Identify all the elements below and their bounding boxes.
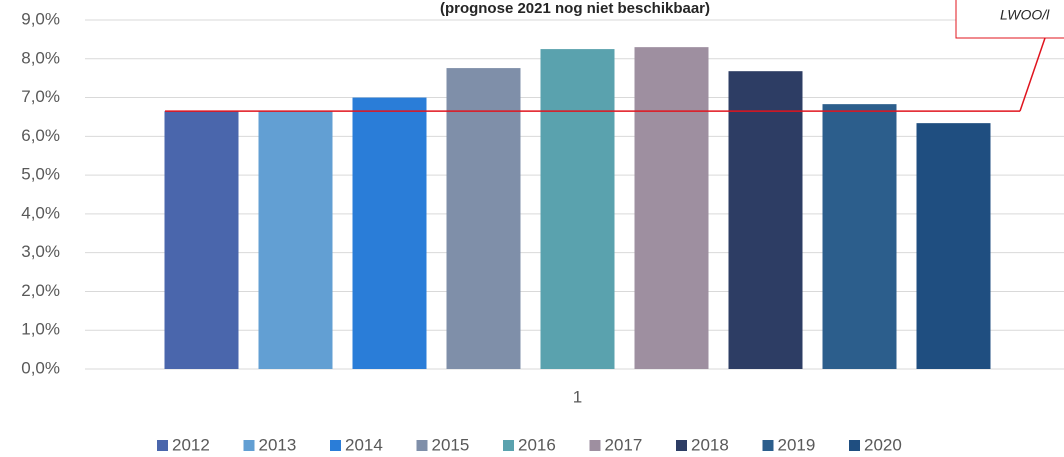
legend-label: 2020: [864, 435, 902, 454]
legend-swatch: [676, 440, 687, 451]
bar: [822, 104, 897, 370]
bar: [352, 97, 427, 370]
bar: [540, 49, 615, 369]
legend-swatch: [762, 440, 774, 451]
bar: [258, 111, 333, 369]
annotation-box: [955, 0, 1064, 39]
y-tick-label: 8,0%: [21, 48, 60, 67]
bar: [446, 68, 521, 369]
legend-label: 2017: [605, 435, 643, 454]
legend-swatch: [330, 440, 341, 451]
annotation: LWOO/l: [1000, 7, 1050, 23]
y-tick-label: 3,0%: [21, 242, 60, 261]
legend-label: 2012: [172, 435, 210, 454]
bar: [916, 123, 991, 369]
y-tick-label: 0,0%: [21, 358, 60, 377]
legend-swatch: [416, 440, 428, 451]
legend-label: 2015: [432, 435, 470, 454]
legend-label: 2016: [518, 435, 556, 454]
y-tick-label: 6,0%: [21, 126, 60, 145]
bar: [164, 111, 239, 369]
legend-swatch: [503, 440, 514, 451]
legend-swatch: [243, 440, 255, 451]
legend-label: 2018: [691, 435, 729, 454]
y-tick-label: 9,0%: [21, 9, 60, 28]
chart-title: (prognose 2021 nog niet beschikbaar): [440, 0, 710, 17]
legend-label: 2013: [259, 435, 297, 454]
bar: [634, 47, 709, 370]
y-tick-label: 2,0%: [21, 281, 60, 300]
legend-swatch: [849, 440, 860, 451]
y-tick-label: 5,0%: [21, 165, 60, 184]
x-tick-label: 1: [573, 387, 582, 406]
legend-label: 2019: [778, 435, 816, 454]
y-tick-label: 7,0%: [21, 87, 60, 106]
y-tick-label: 1,0%: [21, 320, 60, 339]
y-tick-label: 4,0%: [21, 203, 60, 222]
annotation-leader: [1019, 37, 1046, 112]
legend-swatch: [157, 440, 168, 451]
bar: [728, 71, 803, 369]
legend-label: 2014: [345, 435, 383, 454]
legend-swatch: [589, 440, 601, 451]
